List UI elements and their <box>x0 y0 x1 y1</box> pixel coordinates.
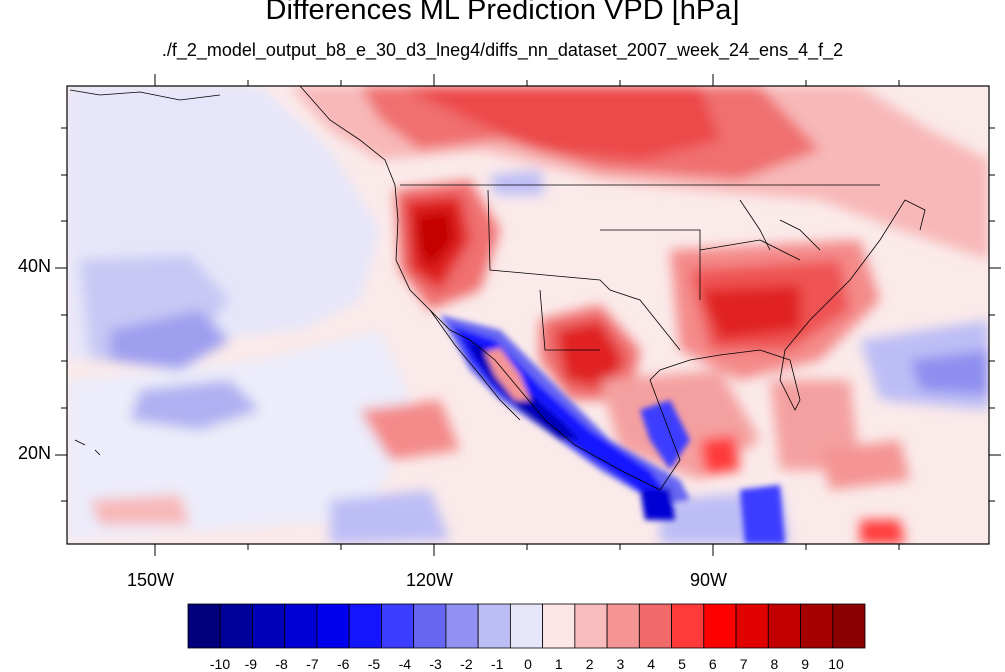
colorbar-swatch <box>638 603 672 649</box>
axis-ticks <box>55 74 1001 556</box>
colorbar-label: -3 <box>429 656 442 672</box>
coastlines <box>69 86 926 491</box>
colorbar-swatch <box>445 603 479 649</box>
colorbar-label: 8 <box>770 656 779 672</box>
colorbar-label: 0 <box>524 656 532 672</box>
colorbar-swatch <box>413 603 447 649</box>
colorbar-swatch <box>606 603 640 649</box>
colorbar-swatch <box>381 603 415 649</box>
lon-label-150w: 150W <box>127 570 175 590</box>
colorbar-swatch <box>477 603 511 649</box>
colorbar-label: 10 <box>828 656 844 672</box>
colorbar-label: 4 <box>647 656 656 672</box>
colorbar-label: 9 <box>801 656 810 672</box>
colorbar-label: 6 <box>708 656 717 672</box>
colorbar-swatch <box>219 603 253 649</box>
colorbar-label: 7 <box>739 656 748 672</box>
colorbar-label: -5 <box>367 656 381 672</box>
map-subtitle: ./f_2_model_output_b8_e_30_d3_lneg4/diff… <box>161 40 844 60</box>
colorbar-label: 5 <box>678 656 686 672</box>
colorbar-label: -10 <box>209 656 231 672</box>
colorbar-swatch <box>767 603 801 649</box>
colorbar-label: -8 <box>275 656 288 672</box>
colorbar-label: -9 <box>244 656 258 672</box>
colorbar-swatch <box>703 603 737 649</box>
colorbar-swatch <box>252 603 286 649</box>
colorbar-swatch <box>671 603 705 649</box>
colorbar-swatch <box>348 603 382 649</box>
colorbar-label: 2 <box>585 656 594 672</box>
colorbar-swatch <box>284 603 318 649</box>
colorbar-label: 1 <box>554 656 563 672</box>
colorbar <box>187 603 866 649</box>
colorbar-swatch <box>735 603 769 649</box>
colorbar-label: -7 <box>306 656 319 672</box>
lat-label-20n: 20N <box>18 443 52 463</box>
lon-label-120w: 120W <box>406 570 454 590</box>
colorbar-swatch <box>542 603 576 649</box>
colorbar-swatch <box>832 603 866 649</box>
colorbar-swatch <box>574 603 608 649</box>
colorbar-label: -4 <box>398 656 412 672</box>
colorbar-swatch <box>800 603 834 649</box>
colorbar-label: -1 <box>490 656 504 672</box>
colorbar-label: 3 <box>616 656 625 672</box>
colorbar-swatch <box>509 603 544 649</box>
colorbar-swatch <box>187 603 221 649</box>
colorbar-label: -2 <box>460 656 473 672</box>
map-field <box>67 86 989 544</box>
lon-label-90w: 90W <box>690 570 728 590</box>
colorbar-label: -6 <box>336 656 350 672</box>
map-title: Differences ML Prediction VPD [hPa] <box>265 0 740 26</box>
lat-label-40n: 40N <box>18 256 52 276</box>
colorbar-swatch <box>316 603 350 649</box>
